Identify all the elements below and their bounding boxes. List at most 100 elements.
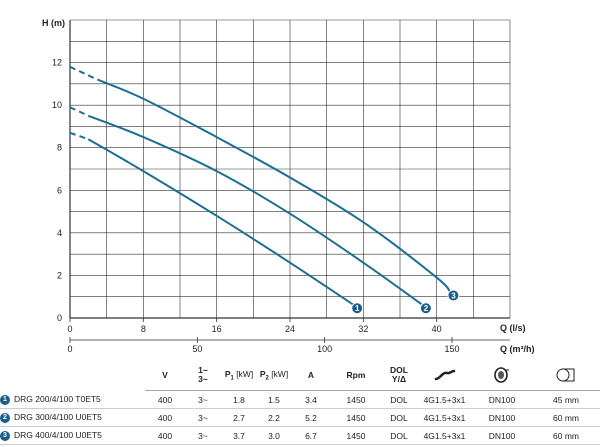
x-tick-label: 16 — [212, 324, 222, 334]
spec-cell-a: 6.7 — [291, 426, 331, 445]
y-tick-label: 8 — [57, 143, 62, 153]
x2-tick-label: 100 — [317, 344, 332, 354]
curve-2-dashed — [69, 106, 89, 117]
spec-header-p2-unit: [kW] — [268, 368, 289, 379]
y-tick-label: 10 — [52, 100, 62, 110]
spec-cell-outlet: 45 mm — [532, 390, 600, 409]
spec-cell-dn: DN100 — [472, 408, 532, 427]
spec-cell-v: 400 — [145, 390, 185, 409]
spec-header-row: V 1~ 3~ P1 [kW] P2 [kW] A Rpm DOL Y/Δ — [0, 360, 600, 391]
model-name: DRG 400/4/100 U0ET5 — [14, 430, 102, 441]
spec-header-phase-top: 1~ — [198, 365, 208, 375]
spec-cell-a: 5.2 — [291, 408, 331, 427]
model-name: DRG 300/4/100 U0ET5 — [14, 412, 102, 423]
spec-cell-dn: DN100 — [472, 426, 532, 445]
cable-icon — [434, 369, 455, 381]
spec-cell-rpm: 1450 — [331, 426, 381, 445]
x-tick-label: 24 — [285, 324, 295, 334]
x-axis-title: Q (l/s) — [500, 323, 526, 333]
curve-3 — [97, 78, 452, 294]
spec-header-p2: P2 [kW] — [257, 360, 291, 391]
y-tick-label: 2 — [57, 270, 62, 280]
spec-header-voltage: V — [145, 360, 185, 391]
spec-header-phase: 1~ 3~ — [185, 360, 221, 391]
spec-row: 2 DRG 300/4/100 U0ET5 400 3~ 2.7 2.2 5.2 1450 DO… — [0, 408, 600, 427]
spec-header-p1-unit: [kW] — [233, 368, 254, 379]
x2-tick-label: 150 — [444, 344, 459, 354]
spec-header-flange — [472, 360, 532, 391]
spec-cell-p2: 3.0 — [257, 426, 291, 445]
spec-header-p1-letter: P — [224, 368, 231, 379]
spec-header-p1-sub: 1 — [230, 375, 234, 382]
curve-number-badge: 3 — [0, 430, 10, 441]
spec-header-current: A — [291, 360, 331, 391]
spec-cell-start: DOL — [381, 426, 417, 445]
curve-1-label: 1 — [355, 304, 360, 313]
spec-header-start-bottom: Y/Δ — [391, 374, 407, 384]
curve-3-dashed — [69, 65, 98, 81]
x-tick-label: 40 — [432, 324, 442, 334]
outlet-diameter-icon — [556, 368, 575, 382]
spec-cell-p2: 1.5 — [257, 390, 291, 409]
curve-1 — [87, 138, 355, 307]
curve-number-badge: 1 — [0, 394, 10, 405]
spec-cell-p2: 2.2 — [257, 408, 291, 427]
spec-header-p2-letter: P — [259, 368, 266, 379]
y-tick-label: 4 — [57, 228, 62, 238]
spec-cell-p1: 1.8 — [221, 390, 257, 409]
x-tick-label: 32 — [358, 324, 368, 334]
spec-header-start-top: DOL — [390, 365, 408, 375]
spec-row: 1 DRG 200/4/100 T0ET5 400 3~ 1.8 1.5 3.4 1450 DO… — [0, 390, 600, 409]
spec-cell-phase: 3~ — [185, 408, 221, 427]
curve-number-badge: 2 — [0, 412, 10, 423]
spec-model-cell: 3 DRG 400/4/100 U0ET5 — [0, 426, 145, 445]
chart-grid — [69, 19, 511, 319]
flange-icon — [494, 367, 509, 383]
spec-model-cell: 2 DRG 300/4/100 U0ET5 — [0, 408, 145, 427]
spec-header-p1: P1 [kW] — [221, 360, 257, 391]
spec-model-cell: 1 DRG 200/4/100 T0ET5 — [0, 390, 145, 409]
spec-cell-phase: 3~ — [185, 390, 221, 409]
curve-2-marker — [419, 302, 432, 315]
x-tick-label: 8 — [141, 324, 146, 334]
spec-header-start: DOL Y/Δ — [381, 360, 417, 391]
y-axis-title: H (m) — [42, 18, 65, 28]
curve-1-marker — [351, 302, 364, 315]
curve-2-label: 2 — [424, 304, 429, 313]
y-tick-label: 6 — [57, 185, 62, 195]
spec-cell-p1: 2.7 — [221, 408, 257, 427]
y-tick-label: 0 — [57, 313, 62, 323]
chart-curves: 1 2 3 — [69, 65, 460, 315]
spec-header-model — [0, 360, 145, 391]
spec-header-cable — [417, 360, 472, 391]
y-tick-label: 12 — [52, 58, 62, 68]
curve-3-label: 3 — [451, 291, 456, 300]
spec-cell-rpm: 1450 — [331, 390, 381, 409]
x2-tick-label: 50 — [192, 344, 202, 354]
spec-cell-outlet: 60 mm — [532, 426, 600, 445]
spec-header-phase-bottom: 3~ — [198, 374, 208, 384]
spec-header-outlet — [532, 360, 600, 391]
x2-axis-title: Q (m³/h) — [500, 344, 535, 354]
spec-cell-start: DOL — [381, 408, 417, 427]
spec-table: V 1~ 3~ P1 [kW] P2 [kW] A Rpm DOL Y/Δ — [0, 360, 600, 445]
spec-cell-phase: 3~ — [185, 426, 221, 445]
curve-1-dashed — [69, 131, 89, 141]
x2-tick-label: 0 — [67, 344, 72, 354]
spec-cell-dn: DN100 — [472, 390, 532, 409]
spec-cell-a: 3.4 — [291, 390, 331, 409]
curve-3-marker — [447, 289, 460, 302]
spec-header-rpm: Rpm — [331, 360, 381, 391]
curve-2 — [87, 114, 424, 307]
spec-cell-v: 400 — [145, 426, 185, 445]
spec-cell-v: 400 — [145, 408, 185, 427]
spec-cell-cable: 4G1.5+3x1 — [417, 408, 472, 427]
spec-cell-cable: 4G1.5+3x1 — [417, 390, 472, 409]
spec-cell-start: DOL — [381, 390, 417, 409]
spec-cell-p1: 3.7 — [221, 426, 257, 445]
spec-row: 3 DRG 400/4/100 U0ET5 400 3~ 3.7 3.0 6.7 1450 DO… — [0, 426, 600, 445]
spec-cell-outlet: 60 mm — [532, 408, 600, 427]
model-name: DRG 200/4/100 T0ET5 — [14, 393, 101, 404]
